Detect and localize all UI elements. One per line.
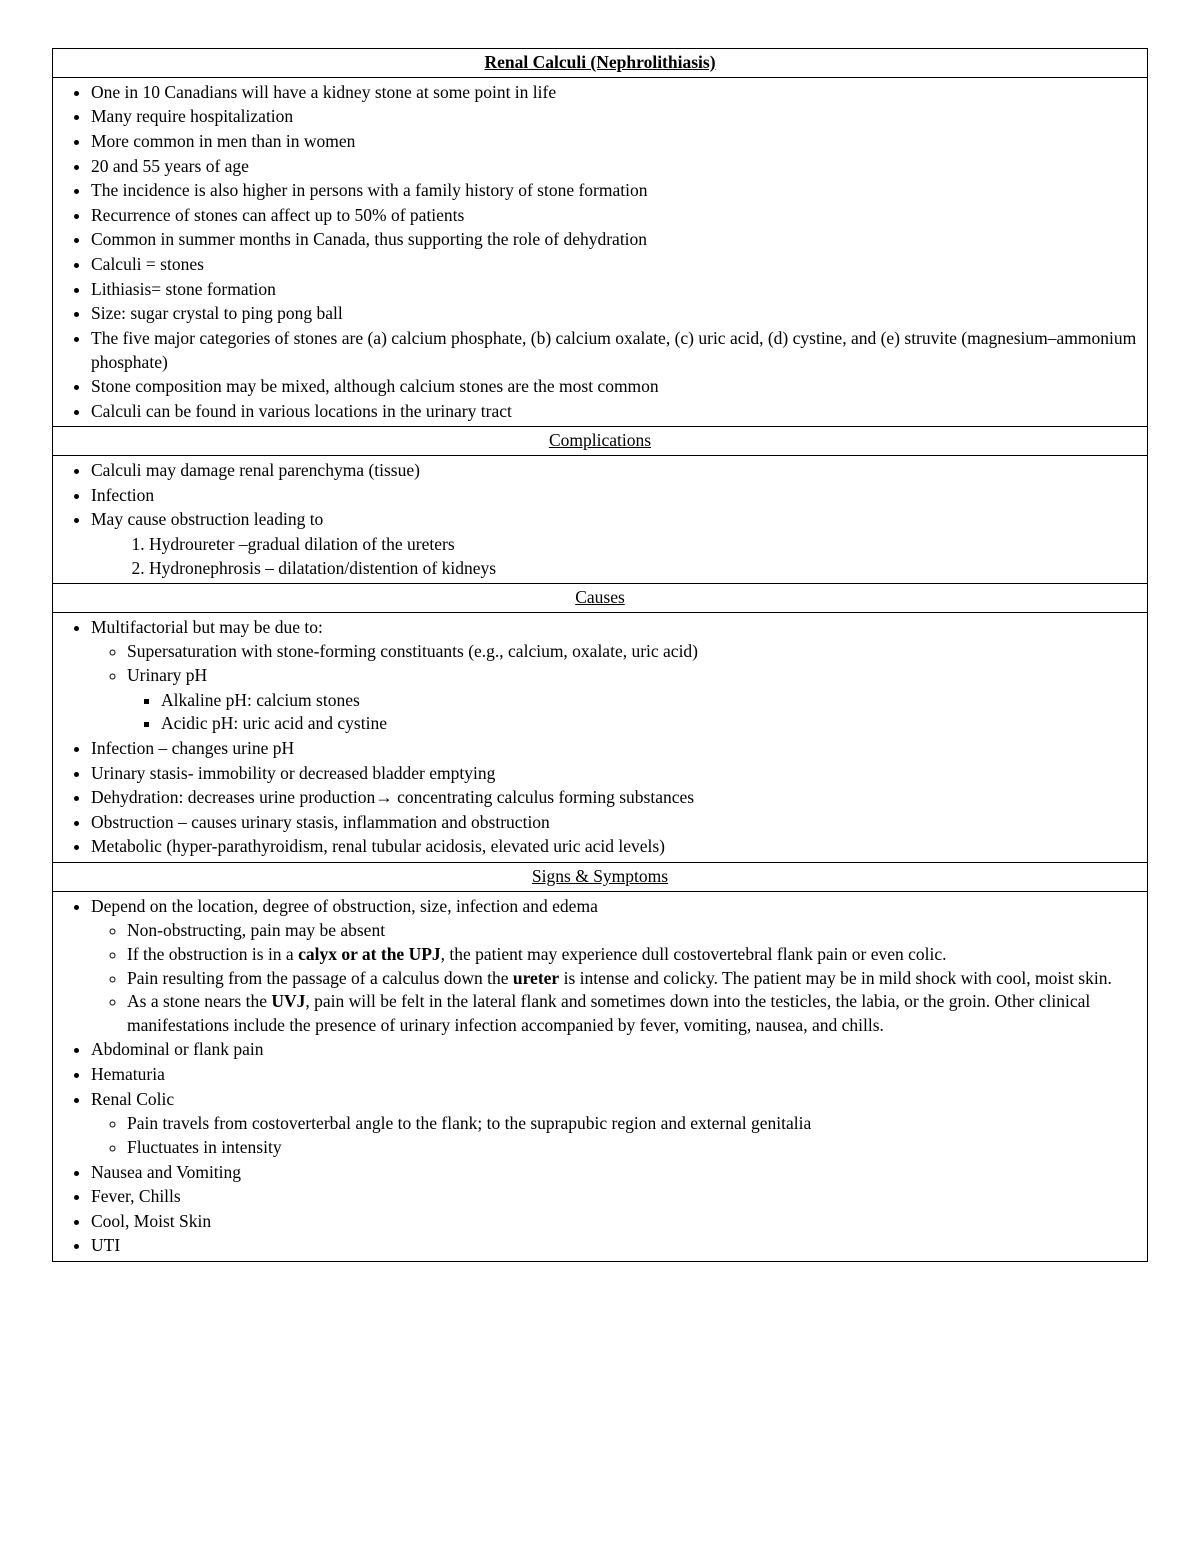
list-item: If the obstruction is in a calyx or at t…: [127, 943, 1137, 967]
list-item-text: Multifactorial but may be due to:: [91, 617, 323, 637]
signs-list: Depend on the location, degree of obstru…: [63, 895, 1137, 1258]
list-item: Pain resulting from the passage of a cal…: [127, 967, 1137, 991]
list-item: More common in men than in women: [91, 130, 1137, 154]
list-item: One in 10 Canadians will have a kidney s…: [91, 81, 1137, 105]
causes-list: Multifactorial but may be due to: Supers…: [63, 616, 1137, 859]
page-title: Renal Calculi (Nephrolithiasis): [484, 52, 715, 72]
signs-cell: Depend on the location, degree of obstru…: [53, 891, 1148, 1261]
list-item: Stone composition may be mixed, although…: [91, 375, 1137, 399]
text-run: Dehydration: decreases urine production: [91, 787, 375, 807]
causes-sublist-ph: Alkaline pH: calcium stones Acidic pH: u…: [127, 689, 1137, 736]
text-run: Pain resulting from the passage of a cal…: [127, 968, 513, 988]
list-item: Hydronephrosis – dilatation/distention o…: [149, 557, 1137, 581]
list-item: Urinary pH Alkaline pH: calcium stones A…: [127, 664, 1137, 736]
list-item: Infection – changes urine pH: [91, 737, 1137, 761]
bold-run: ureter: [513, 968, 559, 988]
arrow-icon: →: [375, 787, 393, 807]
list-item: Hydroureter –gradual dilation of the ure…: [149, 533, 1137, 557]
section-heading: Complications: [549, 430, 651, 450]
list-item: Recurrence of stones can affect up to 50…: [91, 204, 1137, 228]
list-item: Non-obstructing, pain may be absent: [127, 919, 1137, 943]
text-run: is intense and colicky. The patient may …: [559, 968, 1112, 988]
document-table: Renal Calculi (Nephrolithiasis) One in 1…: [52, 48, 1148, 1262]
list-item: Alkaline pH: calcium stones: [161, 689, 1137, 713]
complications-numbered: Hydroureter –gradual dilation of the ure…: [91, 533, 1137, 580]
list-item: Infection: [91, 484, 1137, 508]
complications-header: Complications: [53, 427, 1148, 456]
intro-cell: One in 10 Canadians will have a kidney s…: [53, 77, 1148, 427]
list-item: UTI: [91, 1234, 1137, 1258]
list-item: The incidence is also higher in persons …: [91, 179, 1137, 203]
list-item: As a stone nears the UVJ, pain will be f…: [127, 990, 1137, 1037]
list-item: 20 and 55 years of age: [91, 155, 1137, 179]
list-item: Calculi = stones: [91, 253, 1137, 277]
list-item: Nausea and Vomiting: [91, 1161, 1137, 1185]
list-item: Obstruction – causes urinary stasis, inf…: [91, 811, 1137, 835]
list-item: Cool, Moist Skin: [91, 1210, 1137, 1234]
list-item: Common in summer months in Canada, thus …: [91, 228, 1137, 252]
intro-list: One in 10 Canadians will have a kidney s…: [63, 81, 1137, 424]
list-item: Metabolic (hyper-parathyroidism, renal t…: [91, 835, 1137, 859]
list-item: Depend on the location, degree of obstru…: [91, 895, 1137, 1038]
list-item: The five major categories of stones are …: [91, 327, 1137, 374]
list-item: Fluctuates in intensity: [127, 1136, 1137, 1160]
list-item: Hematuria: [91, 1063, 1137, 1087]
list-item: Size: sugar crystal to ping pong ball: [91, 302, 1137, 326]
list-item: Lithiasis= stone formation: [91, 278, 1137, 302]
text-run: If the obstruction is in a: [127, 944, 298, 964]
list-item: Calculi can be found in various location…: [91, 400, 1137, 424]
list-item: Many require hospitalization: [91, 105, 1137, 129]
list-item: Abdominal or flank pain: [91, 1038, 1137, 1062]
text-run: , the patient may experience dull costov…: [441, 944, 947, 964]
complications-list: Calculi may damage renal parenchyma (tis…: [63, 459, 1137, 580]
list-item: Renal Colic Pain travels from costoverte…: [91, 1088, 1137, 1160]
list-item: Supersaturation with stone-forming const…: [127, 640, 1137, 664]
list-item: Acidic pH: uric acid and cystine: [161, 712, 1137, 736]
section-heading: Signs & Symptoms: [532, 866, 668, 886]
text-run: concentrating calculus forming substance…: [393, 787, 694, 807]
causes-cell: Multifactorial but may be due to: Supers…: [53, 612, 1148, 862]
text-run: As a stone nears the: [127, 991, 271, 1011]
bold-run: UVJ: [271, 991, 305, 1011]
causes-sublist-1: Supersaturation with stone-forming const…: [91, 640, 1137, 736]
list-item: Urinary stasis- immobility or decreased …: [91, 762, 1137, 786]
signs-sublist-1: Non-obstructing, pain may be absent If t…: [91, 919, 1137, 1037]
list-item-text: Renal Colic: [91, 1089, 174, 1109]
list-item: Multifactorial but may be due to: Supers…: [91, 616, 1137, 736]
list-item: Fever, Chills: [91, 1185, 1137, 1209]
complications-cell: Calculi may damage renal parenchyma (tis…: [53, 456, 1148, 584]
section-heading: Causes: [575, 587, 625, 607]
signs-header: Signs & Symptoms: [53, 863, 1148, 892]
list-item-text: Depend on the location, degree of obstru…: [91, 896, 598, 916]
signs-sublist-2: Pain travels from costoverterbal angle t…: [91, 1112, 1137, 1159]
list-item: Calculi may damage renal parenchyma (tis…: [91, 459, 1137, 483]
bold-run: calyx or at the UPJ: [298, 944, 441, 964]
list-item: Pain travels from costoverterbal angle t…: [127, 1112, 1137, 1136]
title-cell: Renal Calculi (Nephrolithiasis): [53, 49, 1148, 78]
causes-header: Causes: [53, 584, 1148, 613]
list-item: Dehydration: decreases urine production→…: [91, 786, 1137, 810]
list-item-text: May cause obstruction leading to: [91, 509, 323, 529]
list-item-text: Urinary pH: [127, 665, 207, 685]
list-item: May cause obstruction leading to Hydrour…: [91, 508, 1137, 580]
